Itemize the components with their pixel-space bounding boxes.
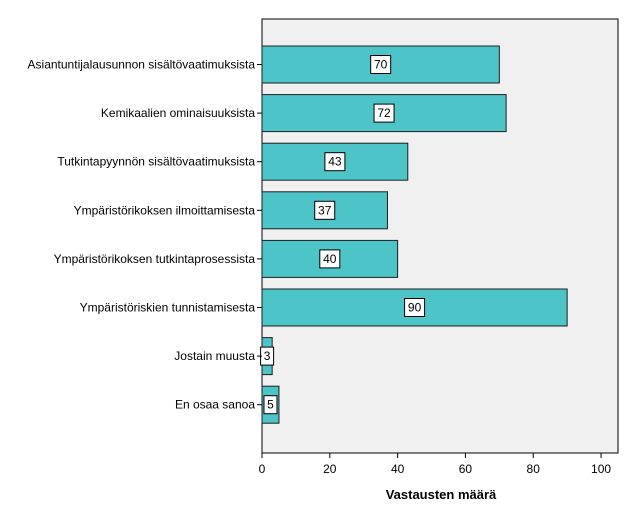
data-label-box [324,152,346,172]
x-axis-ticks: 0 20 40 60 80 100 [257,64,611,476]
category-label: Asiantuntijalausunnon sisältövaatimuksis… [28,58,256,72]
data-label-box [370,55,392,74]
category-label: Tutkintapyynnön sisältövaatimuksista [57,155,255,169]
category-label: Jostain muusta [174,349,255,363]
category-labels: Asiantuntijalausunnon sisältövaatimuksis… [28,58,256,412]
x-tick-label: 100 [591,462,611,476]
x-tick-label: 40 [391,462,405,476]
data-label: 70 [374,58,388,72]
data-label-box [263,395,278,415]
data-label: 3 [264,349,271,363]
bar [261,94,507,133]
category-label: Ympäristöriskien tunnistamisesta [80,301,256,315]
data-label: 43 [328,155,342,169]
x-tick-label: 60 [459,462,473,476]
x-tick-label: 80 [527,462,541,476]
x-tick-label: 0 [259,462,266,476]
category-label: Ympäristörikoksen ilmoittamisesta [74,203,256,217]
category-label: En osaa sanoa [175,398,255,412]
category-label: Kemikaalien ominaisuuksista [101,106,255,120]
data-label-box [404,298,426,317]
data-label-box [373,103,395,123]
plot-area [261,18,619,454]
x-axis-title: Vastausten määrä [386,487,497,502]
data-label-box [319,249,341,269]
data-label-box [314,200,336,220]
bars-layer: 70 72 43 37 40 90 3 5 [260,45,568,424]
category-label: Ympäristörikoksen tutkintaprosessista [54,252,256,266]
data-label: 90 [408,301,422,315]
x-tick-label: 20 [323,462,337,476]
data-label: 5 [267,398,274,412]
data-label: 40 [323,252,337,266]
data-label: 37 [318,203,332,217]
data-label: 72 [377,106,391,120]
